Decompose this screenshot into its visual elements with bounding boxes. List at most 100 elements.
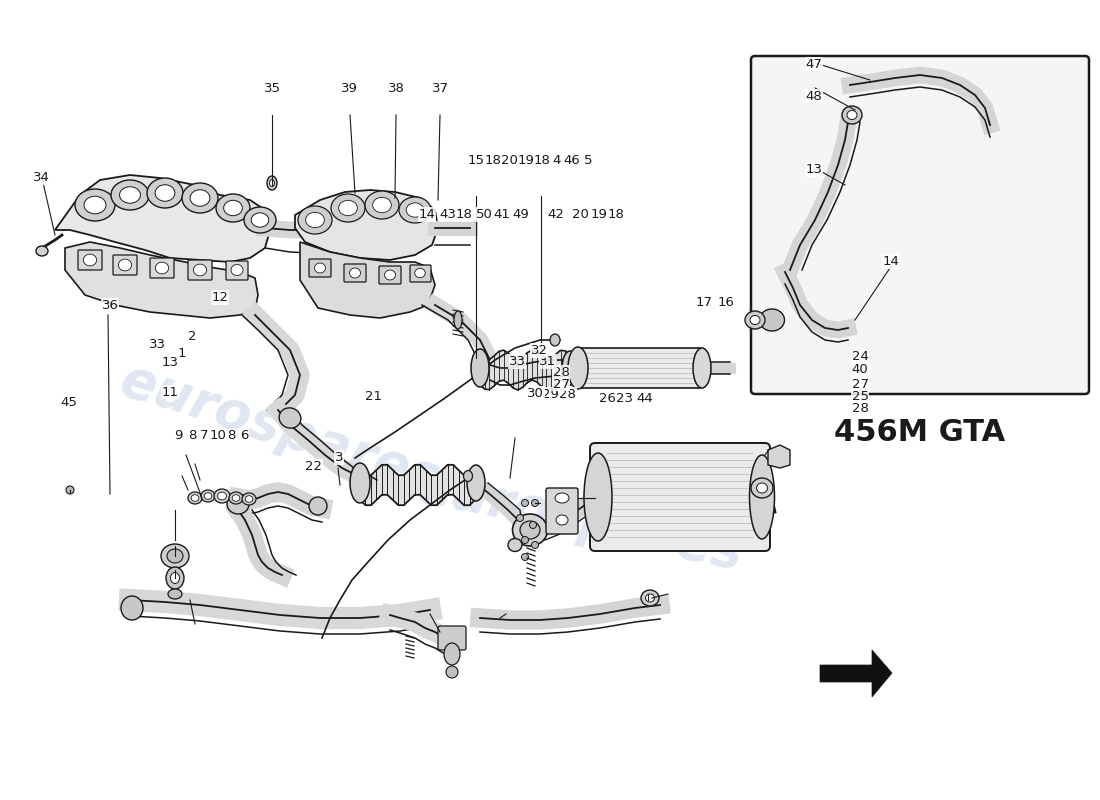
Ellipse shape: [350, 268, 361, 278]
Ellipse shape: [111, 180, 148, 210]
Text: 25: 25: [851, 390, 869, 402]
Text: 19: 19: [517, 154, 535, 166]
Ellipse shape: [168, 589, 182, 599]
Text: 24: 24: [851, 350, 869, 363]
Ellipse shape: [745, 311, 764, 329]
Ellipse shape: [751, 478, 773, 498]
Text: 27: 27: [851, 378, 869, 390]
Ellipse shape: [251, 213, 268, 227]
Text: 22: 22: [305, 460, 322, 473]
Text: 32: 32: [530, 344, 548, 357]
Ellipse shape: [231, 265, 243, 275]
Text: 47: 47: [805, 58, 823, 70]
Text: 41: 41: [493, 208, 510, 221]
Ellipse shape: [84, 254, 97, 266]
Text: 20: 20: [572, 208, 590, 221]
Text: 18: 18: [534, 154, 551, 166]
FancyBboxPatch shape: [751, 56, 1089, 394]
Ellipse shape: [218, 492, 227, 500]
Ellipse shape: [750, 315, 760, 325]
Polygon shape: [65, 242, 258, 318]
FancyBboxPatch shape: [188, 260, 212, 280]
Text: 8: 8: [188, 430, 197, 442]
Text: 27: 27: [552, 378, 570, 390]
Text: 19: 19: [591, 208, 608, 221]
Text: 34: 34: [33, 171, 51, 184]
Text: 12: 12: [211, 291, 229, 304]
Ellipse shape: [517, 514, 524, 522]
Ellipse shape: [373, 198, 392, 213]
Ellipse shape: [531, 542, 539, 549]
Ellipse shape: [36, 246, 48, 256]
Ellipse shape: [757, 483, 768, 493]
Ellipse shape: [270, 179, 275, 186]
Ellipse shape: [513, 514, 548, 546]
Text: 30: 30: [527, 387, 544, 400]
Ellipse shape: [167, 549, 183, 563]
Text: 11: 11: [162, 386, 179, 398]
Ellipse shape: [531, 499, 539, 506]
Ellipse shape: [155, 262, 168, 274]
Ellipse shape: [415, 268, 426, 278]
Ellipse shape: [508, 538, 522, 551]
Ellipse shape: [191, 494, 199, 502]
Ellipse shape: [244, 207, 276, 233]
Text: 44: 44: [636, 392, 653, 405]
Text: 13: 13: [162, 356, 179, 369]
Text: 40: 40: [851, 363, 869, 376]
Text: 7: 7: [200, 430, 209, 442]
Ellipse shape: [315, 263, 326, 273]
Text: 42: 42: [547, 208, 564, 221]
Text: 23: 23: [616, 392, 634, 405]
Ellipse shape: [584, 453, 612, 541]
Ellipse shape: [155, 185, 175, 202]
Text: 48: 48: [805, 90, 823, 102]
Ellipse shape: [147, 178, 183, 208]
Text: 43: 43: [439, 208, 456, 221]
Text: eurospares: eurospares: [411, 460, 748, 580]
Text: 39: 39: [341, 82, 359, 94]
Text: 33: 33: [508, 355, 526, 368]
Ellipse shape: [267, 176, 277, 190]
Ellipse shape: [521, 537, 528, 543]
Text: 14: 14: [418, 208, 436, 221]
Polygon shape: [295, 190, 438, 260]
Ellipse shape: [444, 643, 460, 665]
Text: 15: 15: [468, 154, 485, 166]
Text: 38: 38: [387, 82, 405, 94]
Text: 16: 16: [717, 296, 735, 309]
Ellipse shape: [75, 189, 116, 221]
Ellipse shape: [119, 259, 132, 271]
Ellipse shape: [471, 349, 490, 387]
Text: 28: 28: [559, 388, 576, 401]
Ellipse shape: [214, 489, 230, 503]
Text: 18: 18: [607, 208, 625, 221]
Ellipse shape: [245, 496, 253, 502]
Polygon shape: [575, 348, 705, 388]
Ellipse shape: [385, 270, 396, 280]
Text: 49: 49: [512, 208, 529, 221]
Text: 456M GTA: 456M GTA: [835, 418, 1005, 447]
Ellipse shape: [84, 196, 106, 214]
Ellipse shape: [331, 194, 365, 222]
Text: 6: 6: [240, 430, 249, 442]
Text: 1: 1: [177, 347, 186, 360]
Ellipse shape: [446, 666, 458, 678]
FancyBboxPatch shape: [438, 626, 466, 650]
Text: 5: 5: [584, 154, 593, 166]
FancyBboxPatch shape: [113, 255, 138, 275]
FancyBboxPatch shape: [226, 261, 248, 280]
Ellipse shape: [201, 490, 214, 502]
Ellipse shape: [216, 194, 250, 222]
Text: 28: 28: [552, 366, 570, 378]
Ellipse shape: [520, 521, 540, 539]
FancyBboxPatch shape: [546, 488, 578, 534]
Text: eurospares: eurospares: [113, 354, 447, 506]
Ellipse shape: [693, 348, 711, 388]
Text: 29: 29: [541, 388, 559, 401]
Ellipse shape: [161, 544, 189, 568]
Ellipse shape: [298, 206, 332, 234]
Ellipse shape: [309, 497, 327, 515]
Ellipse shape: [229, 492, 243, 504]
Ellipse shape: [399, 197, 431, 223]
